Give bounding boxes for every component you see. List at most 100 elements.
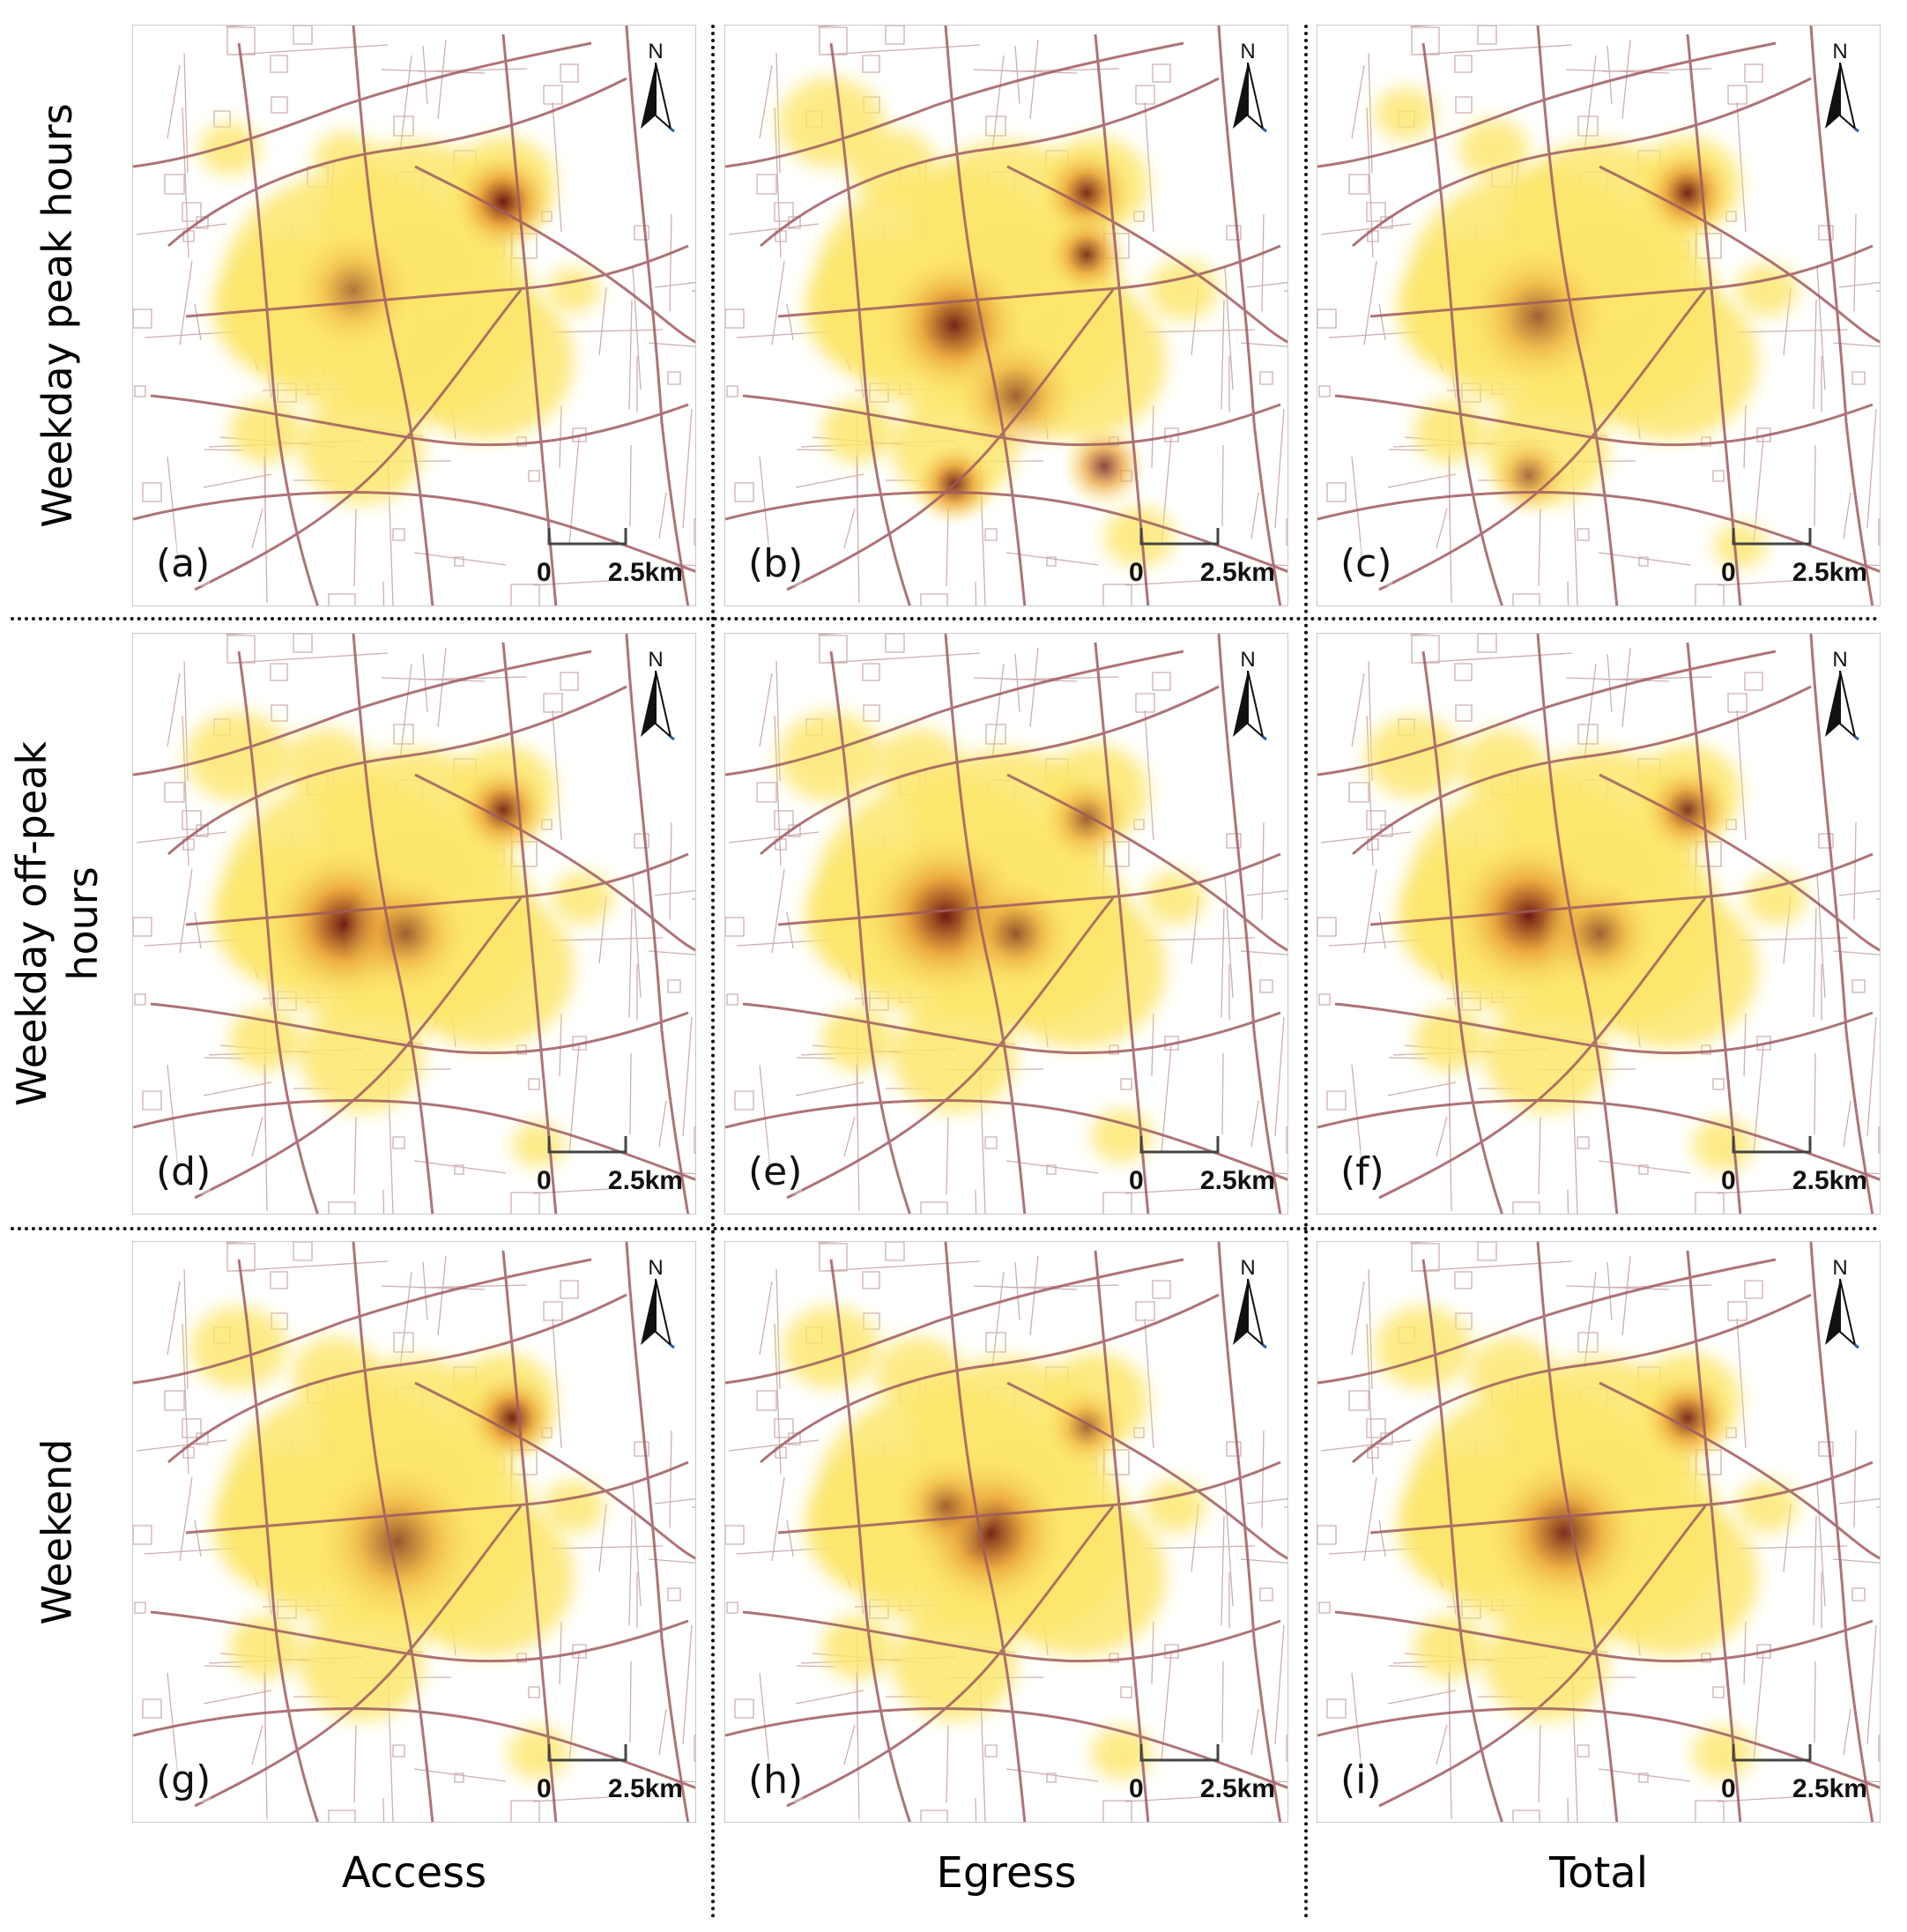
density-hotspot xyxy=(1044,1385,1129,1469)
scale-bar: 0 2.5km xyxy=(533,500,683,588)
density-area xyxy=(301,393,424,504)
row-label-weekday-off-peak: Weekday off-peak hours xyxy=(8,740,107,1107)
map-panel: (f) N 0 2.5km xyxy=(1317,633,1881,1215)
scale-bar: 0 2.5km xyxy=(1718,500,1867,588)
density-area xyxy=(1714,523,1767,568)
row-label-weekday-peak: Weekday peak hours xyxy=(33,103,82,528)
north-arrow-icon: N xyxy=(1226,40,1270,137)
density-area xyxy=(875,1336,963,1412)
scale-bar: 0 2.5km xyxy=(1718,1716,1867,1804)
major-roads xyxy=(725,26,1287,606)
density-hotspot xyxy=(343,870,470,997)
density-hotspot xyxy=(1039,145,1134,241)
scale-start-label: 0 xyxy=(1721,558,1736,587)
density-area xyxy=(778,712,884,802)
scale-start-label: 0 xyxy=(1129,1774,1144,1803)
scale-end-label: 2.5km xyxy=(1199,558,1275,587)
north-letter: N xyxy=(648,648,664,672)
density-area xyxy=(783,1306,879,1389)
column-label-total: Total xyxy=(1548,1848,1649,1898)
north-letter: N xyxy=(1832,40,1848,63)
scale-bar: 0 2.5km xyxy=(533,1716,683,1804)
density-hotspot xyxy=(1039,771,1134,866)
scale-start-label: 0 xyxy=(1721,1166,1736,1195)
density-area xyxy=(1091,1727,1153,1780)
density-hotspot xyxy=(464,1371,560,1466)
density-hotspot xyxy=(1640,1371,1735,1466)
column-separator-2 xyxy=(1304,25,1308,1920)
density-area xyxy=(301,1609,424,1720)
density-hotspot xyxy=(1487,433,1571,517)
density-area xyxy=(547,267,600,313)
row-label-weekend: Weekend xyxy=(33,1438,82,1625)
density-area xyxy=(1144,872,1206,925)
panel-label: (c) xyxy=(1340,541,1392,586)
scale-end-label: 2.5km xyxy=(1792,1166,1867,1195)
panel-label: (g) xyxy=(156,1757,211,1802)
density-hotspot xyxy=(313,1457,482,1626)
scale-end-label: 2.5km xyxy=(1199,1166,1275,1195)
density-hotspot xyxy=(456,762,551,858)
north-arrow-icon: N xyxy=(1226,648,1270,745)
north-letter: N xyxy=(648,1256,664,1280)
density-area xyxy=(849,129,937,204)
row-separator-1 xyxy=(11,617,1879,620)
panel-label: (h) xyxy=(748,1757,804,1802)
density-area xyxy=(283,728,371,804)
major-roads xyxy=(133,26,695,606)
density-area xyxy=(292,1336,380,1412)
density-area xyxy=(1104,507,1175,567)
density-area xyxy=(893,1001,1016,1112)
density-area xyxy=(1485,1609,1608,1720)
density-hotspot xyxy=(953,332,1080,459)
panel-label: (a) xyxy=(156,541,211,586)
column-separator-1 xyxy=(711,25,715,1920)
north-arrow-icon: N xyxy=(634,1256,678,1353)
major-roads xyxy=(1317,1242,1880,1822)
density-area xyxy=(893,1609,1016,1720)
density-hotspot xyxy=(1541,875,1658,992)
panel-label: (b) xyxy=(748,541,804,586)
density-area xyxy=(1458,728,1547,804)
map-panel: (a) N 0 2.5km xyxy=(132,25,696,606)
north-letter: N xyxy=(1240,648,1256,672)
north-letter: N xyxy=(1240,1256,1256,1280)
scale-start-label: 0 xyxy=(1721,1774,1736,1803)
density-area xyxy=(186,712,292,802)
density-hotspot xyxy=(1464,242,1612,390)
scale-end-label: 2.5km xyxy=(1792,558,1867,587)
scale-bar: 0 2.5km xyxy=(1125,1716,1275,1804)
scale-start-label: 0 xyxy=(537,558,552,587)
density-area xyxy=(301,1001,424,1112)
density-hotspot xyxy=(450,149,556,255)
north-letter: N xyxy=(1832,648,1848,672)
map-panel: (b) N 0 2.5km xyxy=(724,25,1288,606)
scale-start-label: 0 xyxy=(1129,1166,1144,1195)
scale-bar: 0 2.5km xyxy=(1718,1108,1867,1196)
density-area xyxy=(1148,260,1219,320)
density-hotspots xyxy=(778,78,1219,567)
density-hotspots xyxy=(190,1306,605,1780)
scale-end-label: 2.5km xyxy=(607,558,683,587)
column-label-access: Access xyxy=(341,1848,487,1898)
density-hotspot xyxy=(1044,212,1129,297)
density-area xyxy=(1736,264,1798,316)
scale-start-label: 0 xyxy=(537,1774,552,1803)
density-hotspot xyxy=(1640,762,1735,858)
panel-label: (i) xyxy=(1340,1757,1382,1802)
map-panel: (d) N 0 2.5km xyxy=(132,633,696,1215)
density-area xyxy=(1692,1727,1754,1780)
density-hotspot xyxy=(290,227,417,353)
density-area xyxy=(875,728,963,804)
density-map xyxy=(133,26,695,606)
column-label-egress: Egress xyxy=(936,1848,1077,1898)
density-map xyxy=(725,1242,1287,1822)
north-arrow-icon: N xyxy=(634,40,678,137)
major-roads xyxy=(133,634,695,1214)
map-panel: (i) N 0 2.5km xyxy=(1317,1241,1881,1823)
row-separator-2 xyxy=(11,1227,1879,1230)
scale-start-label: 0 xyxy=(1129,558,1144,587)
density-area xyxy=(1091,1110,1153,1163)
map-panel: (g) N 0 2.5km xyxy=(132,1241,696,1823)
scale-end-label: 2.5km xyxy=(607,1774,683,1803)
